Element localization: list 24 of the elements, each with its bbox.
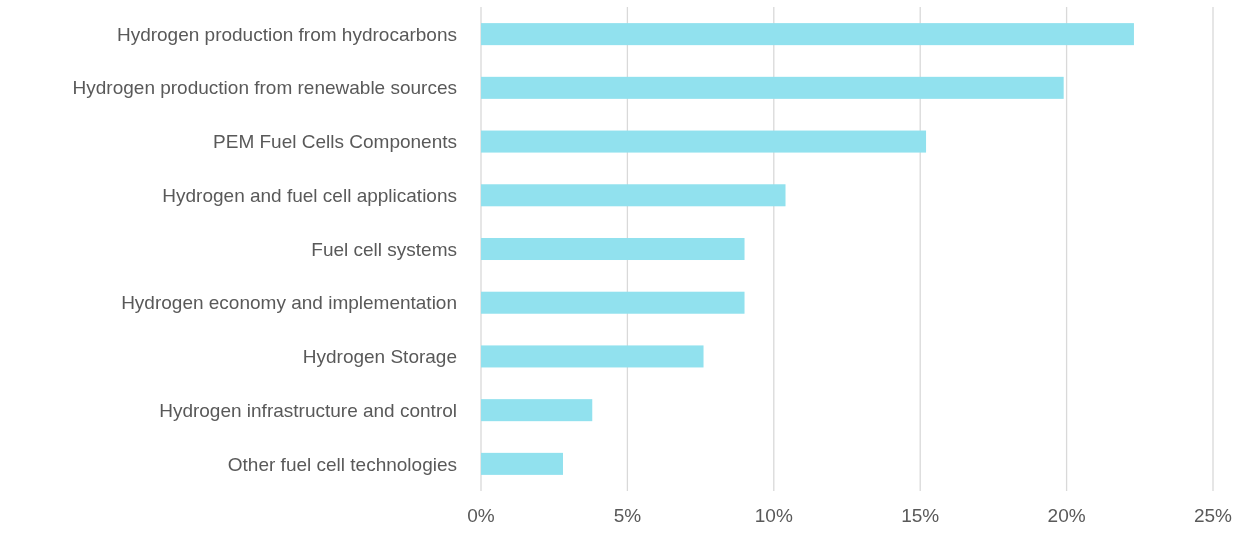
y-tick-label: Other fuel cell technologies	[227, 453, 457, 475]
y-tick-label: Hydrogen production from hydrocarbons	[116, 23, 457, 45]
y-tick-label: Hydrogen production from renewable sources	[72, 77, 457, 99]
y-tick-label: PEM Fuel Cells Components	[213, 131, 457, 153]
y-tick-label: Hydrogen and fuel cell applications	[162, 184, 457, 206]
y-tick-label: Fuel cell systems	[311, 238, 457, 260]
y-tick-label: Hydrogen Storage	[302, 346, 457, 368]
bar	[481, 291, 745, 314]
bar	[481, 23, 1134, 46]
x-tick-label: 10%	[754, 505, 793, 526]
x-tick-label: 25%	[1193, 505, 1233, 526]
bar	[481, 345, 704, 368]
y-tick-label: Hydrogen economy and implementation	[121, 292, 457, 314]
x-tick-label: 5%	[613, 505, 642, 526]
x-tick-label: 20%	[1047, 505, 1086, 526]
bar	[481, 399, 593, 422]
bar	[481, 76, 1064, 99]
x-tick-label: 15%	[901, 505, 940, 526]
x-tick-label: 0%	[467, 505, 495, 526]
y-tick-label: Hydrogen infrastructure and control	[159, 399, 457, 421]
bar	[481, 184, 786, 207]
bar	[481, 237, 745, 261]
bar	[481, 452, 563, 475]
bar	[481, 130, 927, 153]
